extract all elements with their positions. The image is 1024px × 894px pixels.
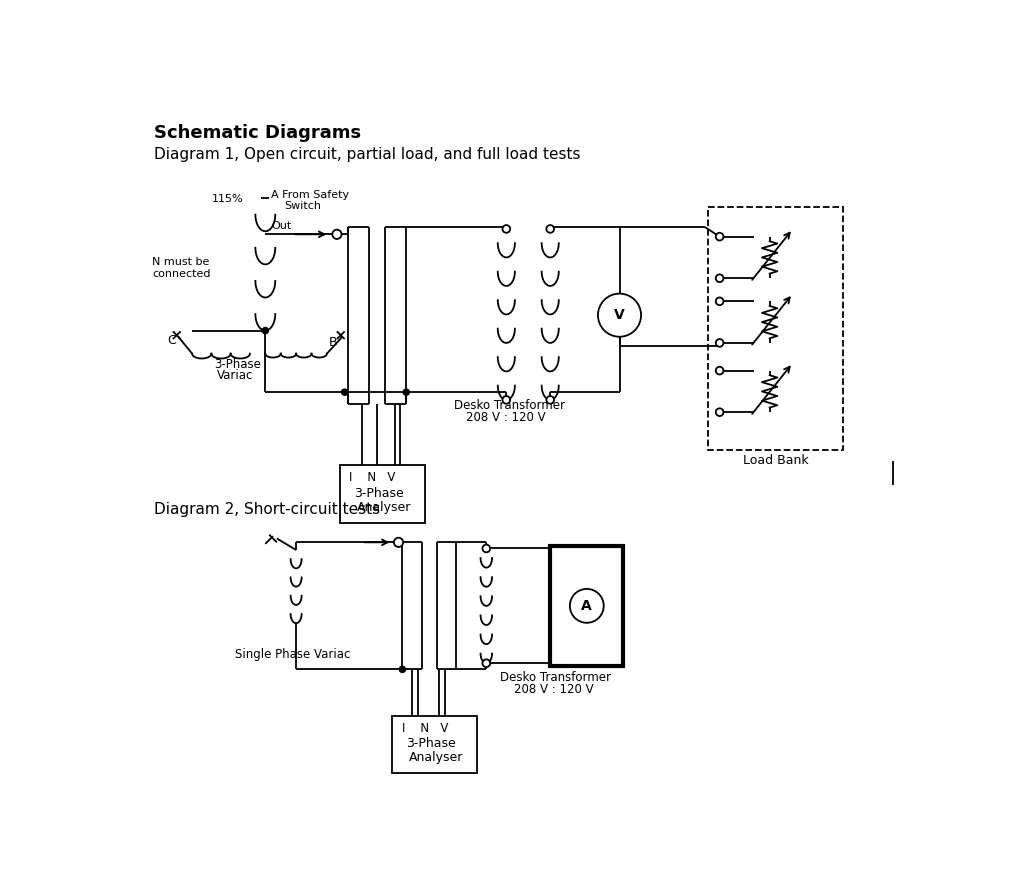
Text: B: B — [330, 336, 338, 349]
Circle shape — [342, 389, 348, 395]
Text: Diagram 1, Open circuit, partial load, and full load tests: Diagram 1, Open circuit, partial load, a… — [154, 148, 581, 163]
Text: 115%: 115% — [211, 193, 243, 204]
Text: Schematic Diagrams: Schematic Diagrams — [154, 124, 360, 142]
Circle shape — [716, 409, 724, 416]
Circle shape — [569, 589, 604, 623]
Text: Single Phase Variac: Single Phase Variac — [234, 648, 350, 661]
Circle shape — [399, 666, 406, 672]
Text: 208 V : 120 V: 208 V : 120 V — [466, 411, 545, 425]
Text: Variac: Variac — [217, 369, 253, 382]
Text: Load Bank: Load Bank — [742, 454, 808, 467]
Text: A From Safety: A From Safety — [271, 190, 349, 199]
Text: Analyser: Analyser — [410, 751, 464, 764]
Circle shape — [503, 396, 510, 404]
FancyBboxPatch shape — [392, 715, 477, 773]
Text: Switch: Switch — [285, 201, 322, 211]
Text: 3-Phase: 3-Phase — [407, 738, 456, 750]
Circle shape — [716, 232, 724, 240]
Circle shape — [716, 367, 724, 375]
Text: Desko Transformer: Desko Transformer — [500, 670, 611, 684]
Text: Analyser: Analyser — [357, 501, 412, 514]
Circle shape — [716, 274, 724, 283]
Text: V: V — [614, 308, 625, 322]
Text: N must be: N must be — [153, 257, 210, 267]
Circle shape — [403, 389, 410, 395]
Text: Out: Out — [271, 221, 292, 232]
Circle shape — [547, 225, 554, 232]
Text: Desko Transformer: Desko Transformer — [454, 399, 565, 412]
Circle shape — [716, 339, 724, 347]
Text: C: C — [168, 334, 176, 348]
Circle shape — [262, 327, 268, 333]
Circle shape — [482, 544, 490, 552]
Circle shape — [394, 537, 403, 547]
Text: A: A — [582, 599, 592, 613]
FancyBboxPatch shape — [340, 466, 425, 523]
Circle shape — [482, 660, 490, 667]
Circle shape — [598, 293, 641, 337]
Text: 3-Phase: 3-Phase — [354, 487, 403, 500]
Circle shape — [503, 225, 510, 232]
FancyBboxPatch shape — [550, 546, 624, 665]
Text: 208 V : 120 V: 208 V : 120 V — [514, 683, 594, 696]
Text: connected: connected — [153, 269, 211, 279]
Circle shape — [547, 396, 554, 404]
Text: I    N   V: I N V — [349, 471, 395, 485]
Circle shape — [333, 230, 342, 239]
Text: I    N   V: I N V — [401, 721, 447, 735]
FancyBboxPatch shape — [708, 207, 843, 450]
Text: 3-Phase: 3-Phase — [214, 358, 260, 370]
Circle shape — [716, 298, 724, 305]
Text: Diagram 2, Short-circuit tests: Diagram 2, Short-circuit tests — [154, 502, 380, 517]
